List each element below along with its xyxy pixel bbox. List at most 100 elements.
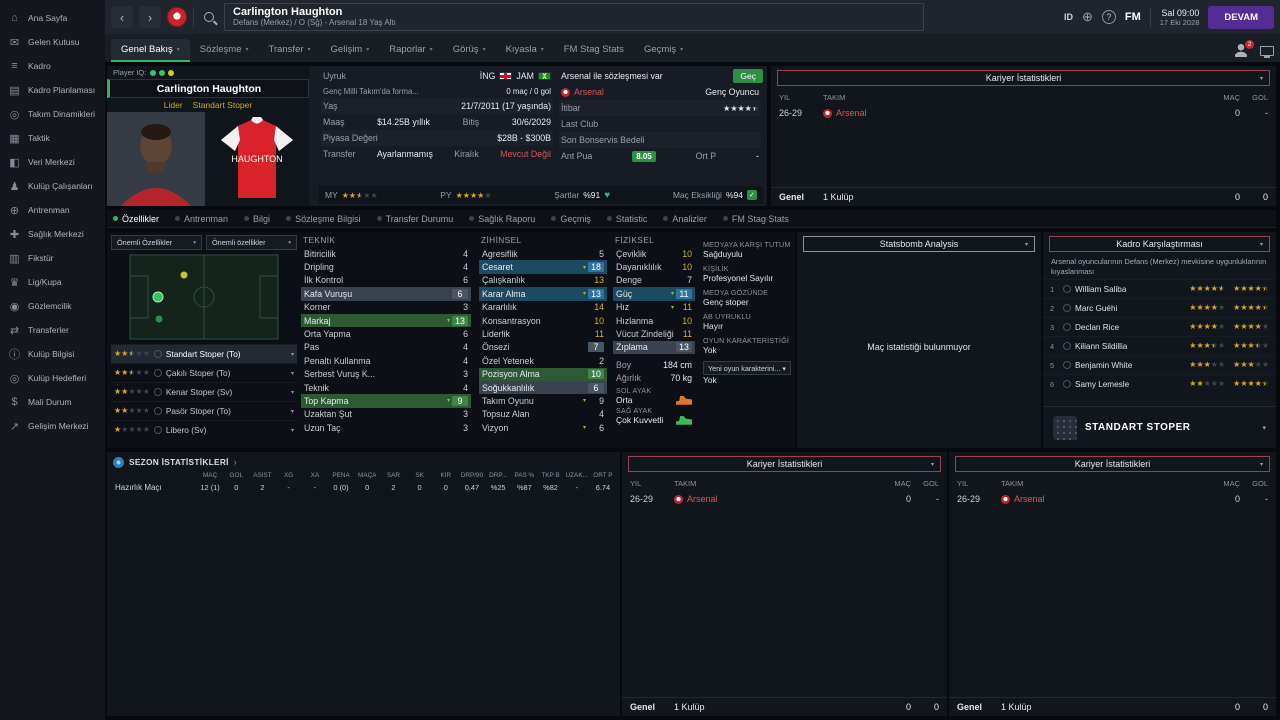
forward-button[interactable]: › (139, 6, 161, 28)
career-row[interactable]: 26-29 Arsenal 0- (957, 494, 1268, 504)
iq-dot-icon (159, 69, 166, 76)
career-stats-header[interactable]: Kariyer İstatistikleri ▾ (777, 70, 1270, 86)
tab-genel-bak[interactable]: Genel Bakış ▾ (111, 39, 190, 62)
nation-code-1: İNG (479, 71, 496, 81)
attribute-row-dripling: Dripling 4 (304, 262, 468, 273)
sidebar-item-kul-p-hedefleri[interactable]: ◎ Kulüp Hedefleri (9, 372, 87, 385)
squad-planner-icon: ▤ (9, 84, 20, 97)
tab-k-yasla[interactable]: Kıyasla ▾ (505, 44, 544, 55)
attribute-filter-dropdown-2[interactable]: Önemli özellikler ▾ (206, 235, 297, 250)
search-icon[interactable] (204, 12, 214, 22)
subtab-transfer-durumu[interactable]: Transfer Durumu (376, 214, 453, 224)
sidebar-item-kadro[interactable]: ≡ Kadro (0, 54, 105, 78)
manager-profile-icon[interactable]: 2 (1234, 40, 1254, 57)
new-trait-dropdown[interactable]: Yeni oyun karakterini... ▾ (703, 361, 791, 375)
tab-ge-mi[interactable]: Geçmiş ▾ (643, 44, 684, 55)
role-item-ak-l-stoper-to[interactable]: ★★★★★★★★★★Çakılı Stoper (To)▾ (111, 363, 297, 382)
subtab-analizler[interactable]: Analizler (663, 214, 707, 224)
attribute-row-markaj: Markaj ▾ 13 (301, 313, 471, 328)
sidebar-item-fikst-r[interactable]: ▥ Fikstür (9, 252, 54, 265)
subtab-fm-stag-stats[interactable]: FM Stag Stats (722, 214, 789, 224)
age-value: 21/7/2011 (17 yaşında) (461, 101, 551, 111)
sidebar-item-kadro-planlamas[interactable]: ▤ Kadro Planlaması (9, 84, 96, 97)
display-icon[interactable] (1260, 45, 1274, 58)
sidebar-item-gelen-kutusu[interactable]: ✉ Gelen Kutusu (9, 36, 80, 49)
sidebar-item-transferler[interactable]: ⇄ Transferler (9, 324, 69, 337)
sidebar-item-mali-durum[interactable]: $ Mali Durum (0, 390, 105, 414)
globe-icon[interactable]: ⊕ (1081, 9, 1093, 24)
sidebar-item-kul-p-bilgisi[interactable]: ⓘ Kulüp Bilgisi (0, 342, 105, 366)
sub-tab-bar: Özellikler Antrenman Bilgi Sözleşme Bilgisi… (107, 210, 1276, 228)
continue-button[interactable]: DEVAM (1208, 5, 1274, 29)
tab-raporlar[interactable]: Raporlar ▾ (389, 44, 433, 55)
back-button[interactable]: ‹ (111, 6, 133, 28)
role-selector[interactable]: STANDART STOPER ▾ (1043, 406, 1276, 448)
tab-dot-icon (551, 216, 557, 221)
player-name: Carlington Haughton (233, 6, 343, 19)
role-item-pas-r-stoper-to[interactable]: ★★★★★★★★★★Pasör Stoper (To)▾ (111, 401, 297, 420)
sidebar-item-tak-m-dinamikleri[interactable]: ◎ Takım Dinamikleri (9, 108, 96, 121)
season-column-header: DRP/90 (460, 472, 484, 479)
competitions-icon: ♛ (9, 276, 20, 289)
tab-geli-im[interactable]: Gelişim ▾ (330, 44, 370, 55)
sidebar-item-antrenman[interactable]: ⊕ Antrenman (9, 204, 70, 217)
attribute-row-zel-yetenek: Özel Yetenek 2 (482, 355, 604, 366)
career-stats-header[interactable]: Kariyer İstatistikleri ▾ (628, 456, 941, 472)
role-item-standart-stoper-to[interactable]: ★★★★★★★★★★Standart Stoper (To)▾ (111, 344, 297, 363)
role-item-libero-sv[interactable]: ★★★★★★★★★★Libero (Sv)▾ (111, 420, 297, 439)
arsenal-badge-icon[interactable] (167, 7, 187, 27)
sidebar-item-geli-im-merkezi[interactable]: ↗ Gelişim Merkezi (9, 420, 89, 433)
subtab-antrenman[interactable]: Antrenman (175, 214, 228, 224)
subtab-s-zle-me-bilgisi[interactable]: Sözleşme Bilgisi (286, 214, 361, 224)
tab-s-zle-me[interactable]: Sözleşme ▾ (199, 44, 249, 55)
sidebar-item-lig-kupa[interactable]: ♛ Lig/Kupa (9, 276, 62, 289)
season-column-header: SAR (386, 472, 400, 479)
sidebar-item-veri-merkezi[interactable]: ◧ Veri Merkezi (9, 156, 75, 169)
subtab-statistic[interactable]: Statistic (606, 214, 647, 224)
transfer-status-row: Transfer Ayarlanmamış Kiralık Mevcut Değ… (323, 149, 551, 159)
sidebar-item-ana-sayfa[interactable]: ⌂ Ana Sayfa (0, 6, 105, 30)
subtab-zellikler[interactable]: Özellikler (113, 214, 159, 224)
tab-fm-stag-stats[interactable]: FM Stag Stats (563, 44, 624, 55)
skip-button[interactable]: Geç (733, 69, 763, 83)
id-button[interactable]: ID (1063, 12, 1073, 22)
statsbomb-header[interactable]: Statsbomb Analysis ▾ (803, 236, 1035, 252)
role-familiarity-icon (153, 388, 162, 396)
star-rating: ★★★★★★★★★★ (723, 104, 759, 113)
season-column-header: XG (284, 472, 294, 479)
season-data-row[interactable]: Hazırlık Maçı 12 (1) 0 2 - - 0 (0) 0 2 0 0 0.47 %25… (107, 481, 620, 494)
career-row[interactable]: 26-29 Arsenal 0- (779, 108, 1268, 118)
attribute-filter-dropdown-1[interactable]: Önemli Özellikler ▾ (111, 235, 202, 250)
scouting-icon: ◉ (9, 300, 20, 313)
subtab-sa-l-k-raporu[interactable]: Sağlık Raporu (469, 214, 535, 224)
current-ability-stars: ★★★★★★★★★★ (342, 190, 378, 200)
sidebar-item-g-zlemcilik[interactable]: ◉ Gözlemcilik (9, 300, 72, 313)
contract-expiry-value: 30/6/2029 (511, 117, 551, 127)
subtab-bilgi[interactable]: Bilgi (244, 214, 270, 224)
career-row[interactable]: 26-29 Arsenal 0- (630, 494, 939, 504)
attribute-row-h-z: Hız ▾ 11 (616, 302, 692, 313)
career-stats-header[interactable]: Kariyer İstatistikleri ▾ (955, 456, 1270, 472)
star-rating: ★★★★★★★★★★ (1233, 322, 1269, 332)
subtab-ge-mi[interactable]: Geçmiş (551, 214, 591, 224)
tab-dot-icon (722, 216, 728, 221)
data-hub-icon: ◧ (9, 156, 20, 169)
squad-status: Genç Oyuncu (705, 87, 759, 97)
sidebar-item-kul-p-al-anlar[interactable]: ♟ Kulüp Çalışanları (9, 180, 93, 193)
squad-comparison-header[interactable]: Kadro Karşılaştırması ▾ (1049, 236, 1270, 252)
sidebar-item-sa-l-k-merkezi[interactable]: ✚ Sağlık Merkezi (9, 228, 84, 241)
season-stats-header[interactable]: SEZON İSTATİSTİKLERİ › (107, 452, 620, 470)
tab-transfer[interactable]: Transfer ▾ (268, 44, 311, 55)
tab-g-r[interactable]: Görüş ▾ (452, 44, 486, 55)
attribute-row-denge: Denge 7 (616, 275, 692, 286)
sidebar-item-taktik[interactable]: ▦ Taktik (9, 132, 50, 145)
help-button[interactable]: ? (1101, 10, 1116, 24)
club-cell[interactable]: Arsenal (561, 87, 604, 97)
role-item-kenar-stoper-sv[interactable]: ★★★★★★★★★★Kenar Stoper (Sv)▾ (111, 382, 297, 401)
